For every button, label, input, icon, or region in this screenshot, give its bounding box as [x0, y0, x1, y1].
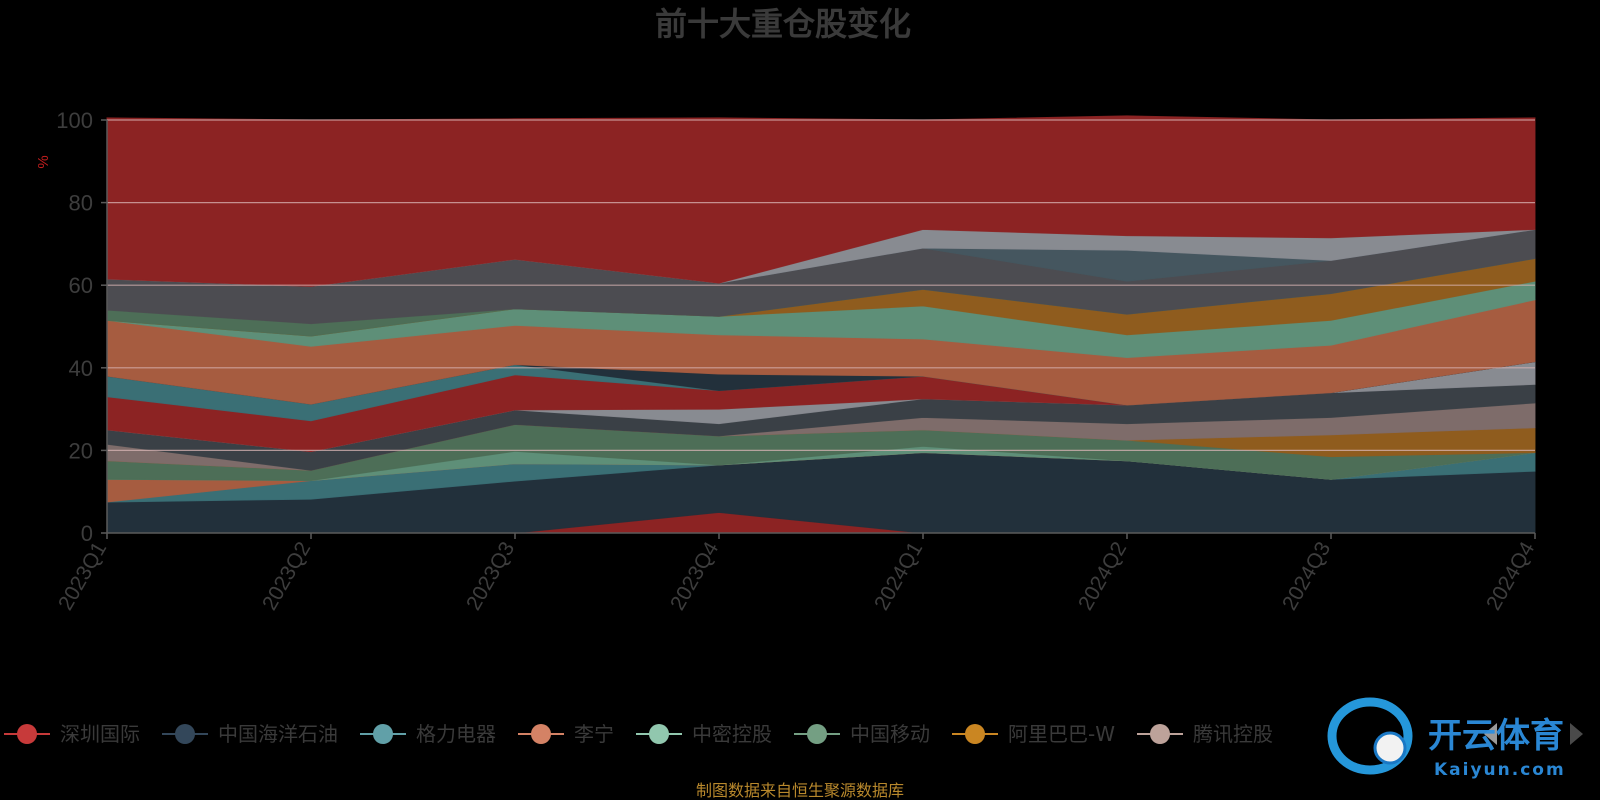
legend-marker-icon [807, 724, 827, 744]
legend-marker-icon [373, 724, 393, 744]
y-axis-unit: % [35, 155, 52, 168]
legend-pager[interactable] [1484, 723, 1583, 745]
legend-label: 阿里巴巴-W [1008, 722, 1115, 746]
legend-next-icon[interactable] [1570, 723, 1583, 745]
legend-prev-icon[interactable] [1484, 723, 1497, 745]
legend-marker-icon [649, 724, 669, 744]
legend-item-2[interactable]: 格力电器 [360, 722, 496, 746]
logo-ring-icon [1327, 697, 1413, 775]
legend-label: 腾讯控股 [1193, 722, 1273, 746]
legend-label: 中国海洋石油 [218, 722, 338, 746]
watermark-brand-cn: 开云体育 [1428, 716, 1564, 756]
watermark-brand-en: Kaiyun.com [1434, 760, 1566, 780]
x-tick-label: 2023Q2 [258, 538, 315, 614]
legend-marker-icon [965, 724, 985, 744]
chart-title: 前十大重仓股变化 [655, 5, 911, 43]
legend-marker-icon [175, 724, 195, 744]
x-tick-label: 2024Q2 [1074, 538, 1131, 614]
area-series-group [106, 115, 1536, 534]
legend-item-1[interactable]: 中国海洋石油 [162, 722, 338, 746]
x-tick-label: 2023Q4 [666, 538, 723, 614]
legend-label: 李宁 [574, 722, 614, 746]
legend-marker-icon [17, 724, 37, 744]
legend[interactable]: 深圳国际 中国海洋石油 格力电器 李宁 中密控股 中国移动 阿里巴巴-W 腾讯控股 [4, 722, 1273, 746]
x-tick-label: 2024Q3 [1278, 538, 1335, 614]
legend-item-3[interactable]: 李宁 [518, 722, 614, 746]
legend-item-5[interactable]: 中国移动 [794, 722, 930, 746]
x-tick-label: 2023Q3 [462, 538, 519, 614]
legend-label: 中密控股 [692, 722, 772, 746]
legend-item-6[interactable]: 阿里巴巴-W [952, 722, 1115, 746]
legend-item-4[interactable]: 中密控股 [636, 722, 772, 746]
legend-marker-icon [531, 724, 551, 744]
source-note: 制图数据来自恒生聚源数据库 [696, 781, 904, 800]
legend-label: 深圳国际 [60, 722, 140, 746]
y-tick-label: 40 [69, 356, 93, 381]
watermark-logo: 开云体育 Kaiyun.com [1327, 697, 1566, 780]
y-tick-label: 20 [69, 438, 93, 463]
legend-marker-icon [1150, 724, 1170, 744]
legend-label: 格力电器 [416, 722, 496, 746]
x-tick-label: 2024Q4 [1482, 538, 1539, 614]
legend-label: 中国移动 [850, 722, 930, 746]
x-tick-label: 2023Q1 [54, 538, 111, 614]
legend-item-7[interactable]: 腾讯控股 [1137, 722, 1273, 746]
y-tick-label: 0 [81, 521, 93, 546]
soccer-ball-icon [1373, 731, 1407, 765]
y-tick-label: 100 [56, 108, 93, 133]
y-tick-label: 60 [69, 273, 93, 298]
legend-item-0[interactable]: 深圳国际 [4, 722, 140, 746]
x-tick-label: 2024Q1 [870, 538, 927, 614]
grid-lines [107, 119, 1535, 451]
area-series-20 [106, 115, 1536, 287]
y-tick-label: 80 [69, 191, 93, 216]
